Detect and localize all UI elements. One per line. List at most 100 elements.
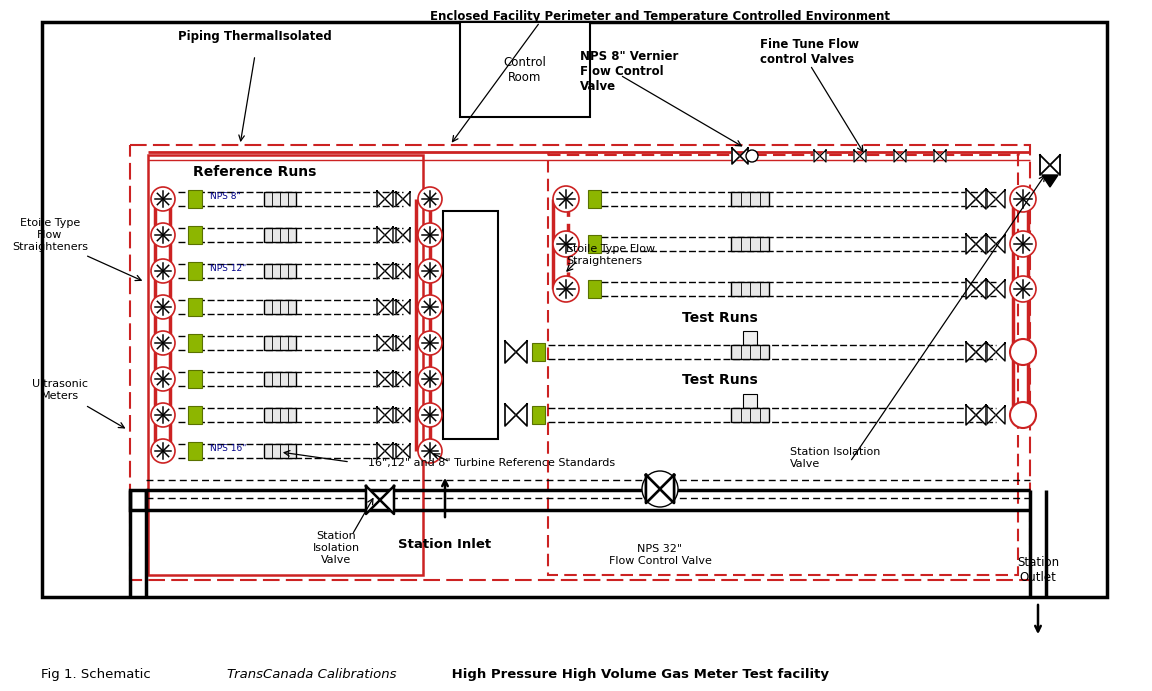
Text: NPS 8": NPS 8" [210, 192, 241, 201]
Circle shape [553, 231, 579, 257]
Bar [732, 237, 770, 251]
Circle shape [418, 403, 442, 427]
Circle shape [1010, 402, 1036, 428]
Circle shape [151, 367, 175, 391]
Bar [188, 334, 202, 352]
Bar [264, 408, 296, 422]
Text: Piping ThermalIsolated: Piping ThermalIsolated [179, 30, 332, 43]
Text: Fig 1. Schematic: Fig 1. Schematic [41, 668, 156, 681]
Polygon shape [967, 234, 976, 254]
Circle shape [151, 295, 175, 319]
Bar [188, 370, 202, 388]
Polygon shape [385, 263, 393, 279]
Polygon shape [996, 343, 1005, 361]
Polygon shape [385, 227, 393, 243]
Polygon shape [976, 405, 986, 425]
Circle shape [553, 276, 579, 302]
Bar [188, 442, 202, 460]
Polygon shape [380, 486, 394, 514]
Polygon shape [403, 228, 410, 242]
Polygon shape [396, 336, 403, 350]
Polygon shape [854, 150, 861, 162]
Text: TransCanada Calibrations: TransCanada Calibrations [227, 668, 396, 681]
Polygon shape [377, 335, 385, 351]
Text: NPS 32"
Flow Control Valve: NPS 32" Flow Control Valve [608, 545, 712, 566]
Circle shape [1010, 339, 1036, 365]
Polygon shape [516, 404, 526, 426]
Polygon shape [366, 486, 380, 514]
Polygon shape [940, 150, 946, 162]
Circle shape [746, 150, 758, 162]
Polygon shape [967, 279, 976, 299]
Polygon shape [820, 150, 826, 162]
Polygon shape [396, 444, 403, 458]
Bar [188, 226, 202, 244]
Bar [743, 331, 757, 345]
Polygon shape [987, 406, 996, 424]
Circle shape [151, 187, 175, 211]
Bar [743, 394, 757, 408]
Circle shape [1010, 186, 1036, 212]
Circle shape [151, 439, 175, 463]
Polygon shape [967, 189, 976, 209]
Polygon shape [403, 372, 410, 386]
Polygon shape [996, 280, 1005, 298]
Circle shape [418, 259, 442, 283]
Text: NPS 16": NPS 16" [210, 444, 247, 453]
Bar [460, 22, 590, 117]
Polygon shape [996, 190, 1005, 208]
Polygon shape [396, 228, 403, 242]
Text: Enclosed Facility Perimeter and Temperature Controlled Environment: Enclosed Facility Perimeter and Temperat… [430, 10, 890, 23]
Polygon shape [377, 299, 385, 315]
Polygon shape [967, 405, 976, 425]
Polygon shape [861, 150, 866, 162]
Polygon shape [403, 444, 410, 458]
Circle shape [642, 471, 679, 507]
Polygon shape [505, 341, 516, 363]
Text: High Pressure High Volume Gas Meter Test facility: High Pressure High Volume Gas Meter Test… [447, 668, 829, 681]
Circle shape [151, 223, 175, 247]
Circle shape [418, 223, 442, 247]
Polygon shape [403, 408, 410, 422]
Polygon shape [987, 235, 996, 253]
Bar [188, 190, 202, 208]
Polygon shape [1043, 175, 1058, 187]
Text: Station
Isolation
Valve: Station Isolation Valve [312, 531, 359, 565]
Circle shape [1010, 231, 1036, 257]
Polygon shape [967, 342, 976, 362]
Bar [264, 300, 296, 314]
Polygon shape [996, 406, 1005, 424]
Text: Test Runs: Test Runs [682, 311, 758, 325]
Polygon shape [814, 150, 820, 162]
Text: NPS 12": NPS 12" [210, 264, 247, 273]
Circle shape [151, 403, 175, 427]
Polygon shape [377, 227, 385, 243]
Text: Fine Tune Flow
control Valves: Fine Tune Flow control Valves [760, 38, 859, 66]
Polygon shape [396, 264, 403, 278]
Polygon shape [987, 280, 996, 298]
Bar [188, 298, 202, 316]
Polygon shape [732, 148, 740, 164]
Text: 16",12" and 8" Turbine Reference Standards: 16",12" and 8" Turbine Reference Standar… [367, 458, 615, 468]
Polygon shape [996, 235, 1005, 253]
Polygon shape [646, 475, 660, 503]
Circle shape [553, 186, 579, 212]
Bar [41, 22, 1107, 597]
Polygon shape [1049, 155, 1060, 175]
Polygon shape [403, 264, 410, 278]
Text: Etoile Type Flow
Straighteners: Etoile Type Flow Straighteners [566, 244, 655, 266]
Circle shape [418, 295, 442, 319]
Polygon shape [740, 148, 748, 164]
Polygon shape [403, 336, 410, 350]
Bar [732, 345, 770, 359]
Polygon shape [377, 443, 385, 459]
Bar [130, 490, 146, 510]
Text: NPS 8" Vernier
Flow Control
Valve: NPS 8" Vernier Flow Control Valve [579, 50, 679, 93]
Polygon shape [396, 372, 403, 386]
Polygon shape [987, 190, 996, 208]
Polygon shape [403, 192, 410, 206]
Text: Station Inlet: Station Inlet [399, 538, 492, 551]
Bar [264, 372, 296, 386]
Polygon shape [976, 279, 986, 299]
Circle shape [418, 367, 442, 391]
